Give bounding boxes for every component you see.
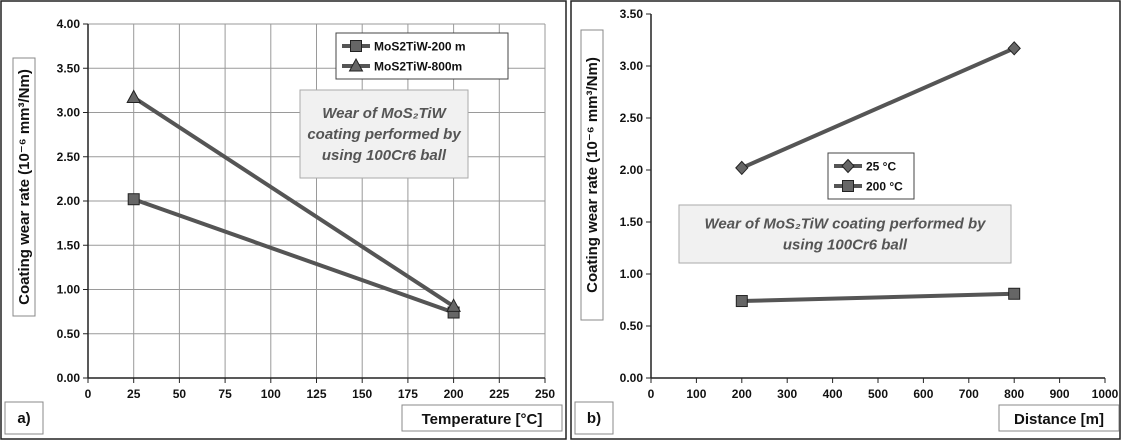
- x-axis-title-box: [998, 404, 1120, 432]
- legend-marker-1: [348, 57, 364, 72]
- x-axis-title: Distance [m]: [1014, 411, 1104, 428]
- legend-marker-1: [842, 180, 854, 192]
- y-tick-label: 4.00: [57, 17, 81, 31]
- series-line-1: [132, 95, 455, 308]
- legend-label-1: MoS2TiW-800m: [374, 60, 462, 74]
- y-tick-label: 1.00: [57, 283, 81, 297]
- x-tick-label: 25: [127, 387, 141, 401]
- x-tick-label: 75: [218, 387, 232, 401]
- data-point: [126, 89, 142, 103]
- data-point: [127, 193, 140, 206]
- y-tick-label: 0.00: [57, 371, 81, 385]
- x-tick-label: 0: [648, 387, 655, 401]
- y-tick-label: 2.50: [57, 150, 81, 164]
- x-tick-label: 200: [444, 387, 464, 401]
- y-tick-label: 1.00: [620, 267, 644, 281]
- x-tick-label: 800: [1004, 387, 1024, 401]
- y-tick-label: 2.00: [620, 163, 644, 177]
- annotation-line-0: Wear of MoS₂TiW: [322, 105, 447, 122]
- annotation-line-1: using 100Cr6 ball: [783, 237, 908, 254]
- legend-label-0: 25 °C: [866, 160, 896, 174]
- x-tick-label: 225: [489, 387, 509, 401]
- x-tick-label: 150: [352, 387, 372, 401]
- y-tick-label: 3.00: [57, 106, 81, 120]
- annotation-box: [678, 204, 1012, 264]
- y-axis-title-box: [12, 57, 36, 317]
- x-tick-label: 200: [732, 387, 752, 401]
- panel-a: 0.00 0.50 1.00 1.50 2.00 2.50 3.00 3.50 4.00 0 25 5…: [4, 17, 563, 435]
- y-tick-label: 3.50: [620, 7, 644, 21]
- series-line-0: [740, 46, 1016, 170]
- legend-label-1: 200 °C: [866, 180, 903, 194]
- data-point: [446, 298, 461, 312]
- x-tick-label: 700: [959, 387, 979, 401]
- data-point: [1007, 41, 1021, 56]
- panel-label: a): [17, 410, 30, 427]
- y-axis-title: Coating wear rate (10⁻⁶ mm³/Nm): [16, 69, 33, 305]
- x-tick-label: 100: [261, 387, 281, 401]
- y-tick-label: 0.50: [620, 319, 644, 333]
- x-tick-label: 1000: [1092, 387, 1119, 401]
- data-point: [735, 295, 748, 308]
- annotation-box: [299, 89, 469, 179]
- series-line-1: [741, 291, 1015, 304]
- panel-label-box: [4, 401, 44, 435]
- x-tick-label: 400: [823, 387, 843, 401]
- x-tick-label: 250: [535, 387, 555, 401]
- annotation-line-0: Wear of MoS₂TiW coating performed by: [704, 216, 986, 233]
- y-axis-title-box: [580, 29, 604, 321]
- series-line-0: [133, 197, 455, 315]
- legend-marker-0: [841, 158, 855, 174]
- data-point: [1008, 287, 1021, 300]
- x-tick-label: 100: [686, 387, 706, 401]
- data-point: [735, 160, 749, 176]
- y-tick-label: 1.50: [620, 215, 644, 229]
- y-tick-label: 0.50: [57, 327, 81, 341]
- x-axis-title: Temperature [°C]: [422, 411, 543, 428]
- x-axis-title-box: [401, 404, 563, 432]
- x-tick-label: 300: [777, 387, 797, 401]
- legend-box: [335, 32, 509, 80]
- x-tick-label: 50: [173, 387, 187, 401]
- legend-marker-0: [350, 40, 362, 52]
- x-tick-label: 600: [913, 387, 933, 401]
- y-tick-label: 2.50: [620, 111, 644, 125]
- y-tick-label: 3.00: [620, 59, 644, 73]
- annotation-line-2: using 100Cr6 ball: [322, 147, 447, 164]
- annotation-line-1: coating performed by: [307, 126, 461, 143]
- x-tick-label: 900: [1050, 387, 1070, 401]
- y-tick-label: 2.00: [57, 194, 81, 208]
- x-tick-label: 500: [868, 387, 888, 401]
- x-tick-label: 125: [306, 387, 326, 401]
- y-tick-label: 3.50: [57, 61, 81, 75]
- panel-label-box: [574, 401, 614, 435]
- panel-b: 0.00 0.50 1.00 1.50 2.00 2.50 3.00 3.50 0 100 200 3…: [574, 7, 1120, 435]
- panel-label: b): [587, 410, 601, 427]
- x-tick-label: 0: [85, 387, 92, 401]
- y-tick-label: 1.50: [57, 238, 81, 252]
- x-tick-label: 175: [398, 387, 418, 401]
- y-tick-label: 0.00: [620, 371, 644, 385]
- y-axis-title: Coating wear rate (10⁻⁶ mm³/Nm): [584, 57, 601, 293]
- legend-label-0: MoS2TiW-200 m: [374, 40, 466, 54]
